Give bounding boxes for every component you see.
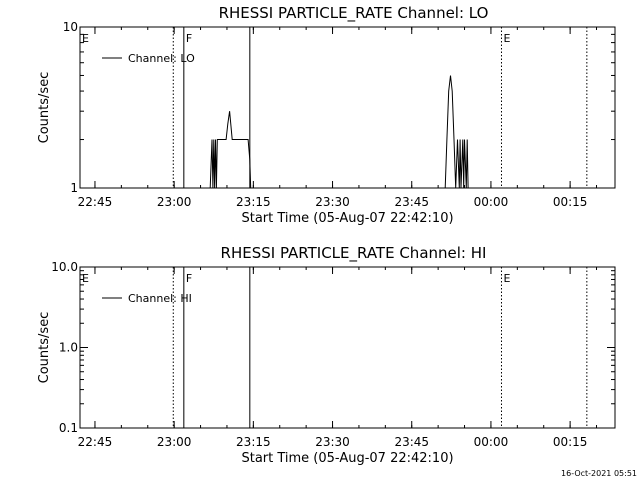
y-axis-label: Counts/sec bbox=[37, 312, 52, 384]
x-tick-label: 22:45 bbox=[78, 195, 113, 209]
x-tick-label: 23:00 bbox=[157, 435, 192, 449]
event-marker-label: E bbox=[503, 272, 510, 285]
event-marker-label: F bbox=[186, 272, 192, 285]
y-tick-label: 1.0 bbox=[59, 341, 78, 355]
x-tick-label: 23:30 bbox=[315, 195, 350, 209]
chart-bottom: RHESSI PARTICLE_RATE Channel: HI 22:45 23:… bbox=[37, 244, 616, 466]
y-axis-label: Counts/sec bbox=[37, 72, 52, 144]
x-tick-label: 00:15 bbox=[553, 435, 588, 449]
y-tick-label: 0.1 bbox=[59, 421, 78, 435]
y-tick-label: 10.0 bbox=[51, 260, 78, 274]
x-tick-label: 23:45 bbox=[394, 195, 429, 209]
event-marker-label: E bbox=[82, 32, 89, 45]
x-tick-label: 22:45 bbox=[78, 435, 113, 449]
x-axis-label: Start Time (05-Aug-07 22:42:10) bbox=[241, 451, 453, 466]
x-tick-label: 00:15 bbox=[553, 195, 588, 209]
chart-title: RHESSI PARTICLE_RATE Channel: HI bbox=[221, 244, 487, 263]
x-tick-label: 23:15 bbox=[236, 195, 271, 209]
x-tick-label: 23:45 bbox=[394, 435, 429, 449]
y-tick-label: 1 bbox=[70, 181, 78, 195]
chart-title: RHESSI PARTICLE_RATE Channel: LO bbox=[219, 4, 489, 23]
x-tick-label: 23:30 bbox=[315, 435, 350, 449]
event-marker-label: E bbox=[82, 272, 89, 285]
legend-label: Channel: HI bbox=[128, 292, 192, 305]
x-tick-label: 00:00 bbox=[474, 195, 509, 209]
legend-label: Channel: LO bbox=[128, 52, 195, 65]
chart-top: RHESSI PARTICLE_RATE Channel: LO 22:45 23:… bbox=[37, 4, 616, 226]
x-tick-label: 23:00 bbox=[157, 195, 192, 209]
event-marker-label: E bbox=[503, 32, 510, 45]
x-tick-label: 00:00 bbox=[474, 435, 509, 449]
x-axis-label: Start Time (05-Aug-07 22:42:10) bbox=[241, 211, 453, 226]
series-line bbox=[444, 75, 469, 189]
y-tick-label: 10 bbox=[63, 20, 78, 34]
x-tick-label: 23:15 bbox=[236, 435, 271, 449]
plot-frame bbox=[79, 26, 616, 189]
event-marker-label: F bbox=[186, 32, 192, 45]
series-line bbox=[209, 111, 252, 189]
